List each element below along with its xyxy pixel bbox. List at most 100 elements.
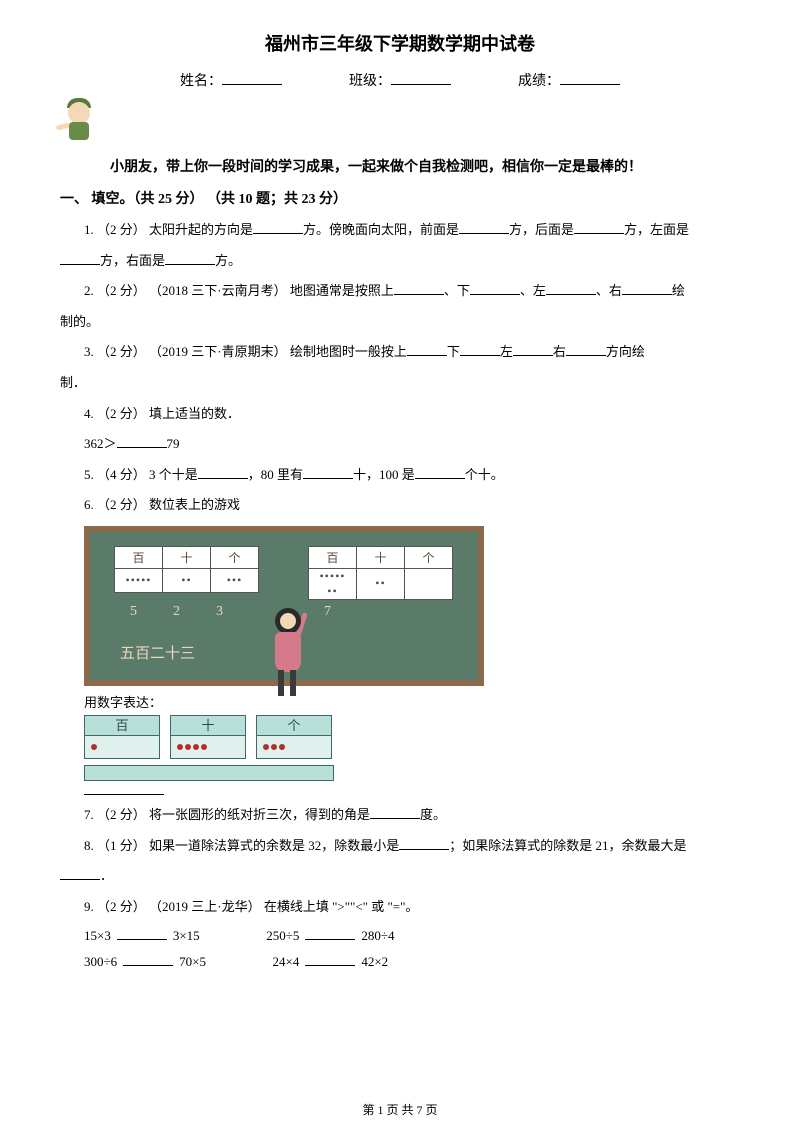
q2-blank-3[interactable]: [546, 282, 596, 295]
q9-blank-3[interactable]: [123, 953, 173, 966]
q3-text-d: 右: [553, 344, 566, 359]
q9-r1a: 15×3: [84, 928, 111, 943]
q3-blank-3[interactable]: [513, 343, 553, 356]
score-label: 成绩：: [518, 70, 560, 90]
q8-text-b: ；如果除法算式的除数是 21，余数最大是: [449, 838, 686, 853]
q3-blank-1[interactable]: [407, 343, 447, 356]
question-2: 2. （2 分） （2018 三下·云南月考） 地图通常是按照上、下、左、右绘: [84, 277, 740, 306]
q8-text-a: 8. （1 分） 如果一道除法算式的余数是 32，除数最小是: [84, 838, 399, 853]
dots-r1: •••••••: [309, 568, 357, 599]
class-label: 班级：: [349, 70, 391, 90]
q9-r2a: 300÷6: [84, 954, 117, 969]
q1-text-d: 方，左面是: [624, 222, 689, 237]
q4-text-b: 79: [167, 436, 180, 451]
place-table-left: 百十个 ••••••••••: [114, 546, 259, 593]
q2-blank-1[interactable]: [394, 282, 444, 295]
q2-blank-2[interactable]: [470, 282, 520, 295]
name-blank[interactable]: [222, 71, 282, 85]
teal-h-ge: 个: [257, 716, 331, 736]
digits-left: 523: [130, 604, 259, 620]
teal-box-bai: 百: [84, 715, 160, 759]
q5-text-d: 个十。: [465, 467, 504, 482]
q5-blank-3[interactable]: [415, 466, 465, 479]
q9-blank-2[interactable]: [305, 927, 355, 940]
q1-blank-2[interactable]: [459, 221, 509, 234]
question-5: 5. （4 分） 3 个十是，80 里有十，100 是个十。: [84, 461, 740, 490]
question-8: 8. （1 分） 如果一道除法算式的余数是 32，除数最小是 ；如果除法算式的除数…: [84, 832, 740, 861]
q4-blank[interactable]: [117, 435, 167, 448]
q1-blank-5[interactable]: [165, 252, 215, 265]
page-title: 福州市三年级下学期数学期中试卷: [60, 30, 740, 56]
q9-blank-1[interactable]: [117, 927, 167, 940]
q8-blank-1[interactable]: [399, 837, 449, 850]
q7-text-a: 7. （2 分） 将一张圆形的纸对折三次，得到的角是: [84, 807, 370, 822]
q1-blank-1[interactable]: [253, 221, 303, 234]
teal-b-shi: [171, 736, 245, 758]
q5-blank-2[interactable]: [303, 466, 353, 479]
q4-text-a: 362＞: [84, 436, 117, 451]
hdr-bai: 百: [115, 546, 163, 568]
dots-l3: •••: [211, 568, 259, 592]
q3-text-c: 左: [500, 344, 513, 359]
q9-r1d: 280÷4: [361, 928, 394, 943]
q3-blank-4[interactable]: [566, 343, 606, 356]
question-4-line2: 362＞ 79: [84, 430, 740, 459]
q1-text-c: 方，后面是: [509, 222, 574, 237]
hdr-ge: 个: [211, 546, 259, 568]
hdr-shi-r: 十: [357, 546, 405, 568]
question-9: 9. （2 分） （2019 三上·龙华） 在横线上填 ">""<" 或 "="…: [84, 893, 740, 922]
teal-box-shi: 十: [170, 715, 246, 759]
page-footer: 第 1 页 共 7 页: [0, 1101, 800, 1118]
mascot-icon: [50, 100, 100, 150]
girl-icon: [268, 608, 308, 698]
q3-blank-2[interactable]: [460, 343, 500, 356]
q9-r1b: 3×15: [173, 928, 200, 943]
q6-answer-blank[interactable]: [84, 794, 164, 795]
q2-text-a: 2. （2 分） （2018 三下·云南月考） 地图通常是按照上: [84, 283, 394, 298]
q7-blank[interactable]: [370, 806, 420, 819]
q7-text-b: 度。: [420, 807, 446, 822]
chalkboard-illustration: 百十个 •••••••••• 百十个 ••••••••• 523 7 五百二十三: [84, 526, 484, 686]
section-1-header: 一、 填空。（共 25 分） （共 10 题；共 23 分）: [60, 188, 740, 208]
q5-text-c: 十，100 是: [353, 467, 415, 482]
dots-r2: ••: [357, 568, 405, 599]
q2-blank-4[interactable]: [622, 282, 672, 295]
class-blank[interactable]: [391, 71, 451, 85]
q9-blank-4[interactable]: [305, 953, 355, 966]
teal-h-shi: 十: [171, 716, 245, 736]
q1-text-f: 方。: [215, 253, 241, 268]
q1-blank-3[interactable]: [574, 221, 624, 234]
question-6: 6. （2 分） 数位表上的游戏: [84, 491, 740, 520]
chinese-number: 五百二十三: [120, 642, 195, 663]
q9-r2d: 42×2: [361, 954, 388, 969]
dots-l2: ••: [163, 568, 211, 592]
name-label: 姓名：: [180, 70, 222, 90]
q8-text-c: ．: [100, 868, 113, 883]
question-2-line2: 制的。: [60, 308, 740, 337]
q1-text-a: 1. （2 分） 太阳升起的方向是: [84, 222, 253, 237]
q5-blank-1[interactable]: [198, 466, 248, 479]
q9-row2: 300÷670×5 24×442×2: [84, 949, 740, 975]
dots-r3: [405, 568, 453, 599]
hdr-ge-r: 个: [405, 546, 453, 568]
hdr-shi: 十: [163, 546, 211, 568]
question-8-line2: ．: [60, 862, 740, 891]
q3-text-a: 3. （2 分） （2019 三下·青原期末） 绘制地图时一般按上: [84, 344, 407, 359]
teal-b-ge: [257, 736, 331, 758]
q2-text-c: 、左: [520, 283, 546, 298]
q5-text-a: 5. （4 分） 3 个十是: [84, 467, 198, 482]
place-table-right: 百十个 •••••••••: [308, 546, 453, 600]
q3-text-e: 方向绘: [606, 344, 645, 359]
greeting-text: 小朋友，带上你一段时间的学习成果，一起来做个自我检测吧，相信你一定是最棒的！: [110, 156, 740, 176]
dots-l1: •••••: [115, 568, 163, 592]
score-blank[interactable]: [560, 71, 620, 85]
q2-text-d: 、右: [596, 283, 622, 298]
q1-blank-4[interactable]: [60, 252, 100, 265]
q8-blank-2[interactable]: [60, 867, 100, 880]
q2-text-b: 、下: [444, 283, 470, 298]
teal-h-bai: 百: [85, 716, 159, 736]
teal-boxes: 百 十 个: [84, 715, 740, 759]
question-3: 3. （2 分） （2019 三下·青原期末） 绘制地图时一般按上下左右方向绘: [84, 338, 740, 367]
express-label: 用数字表达：: [84, 692, 740, 711]
question-7: 7. （2 分） 将一张圆形的纸对折三次，得到的角是 度。: [84, 801, 740, 830]
